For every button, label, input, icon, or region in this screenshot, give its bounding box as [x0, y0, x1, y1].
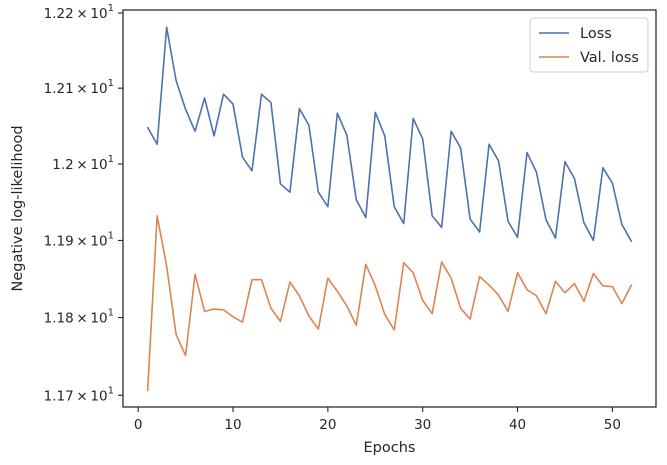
series-line-loss	[146, 26, 633, 243]
x-tick-label: 30	[414, 417, 431, 433]
x-tick-label: 50	[604, 417, 621, 433]
legend-label-loss: Loss	[580, 26, 612, 42]
y-tick-label: 1.22 × 101	[44, 3, 114, 22]
series-line-val-loss	[146, 215, 633, 392]
plot-frame	[122, 9, 657, 408]
x-tick-label: 20	[319, 417, 336, 433]
y-tick-label: 1.21 × 101	[44, 78, 114, 97]
y-axis-label: Negative log-likelihood	[10, 125, 26, 291]
y-tick-label: 1.18 × 101	[44, 308, 114, 327]
y-tick-label: 1.17 × 101	[44, 385, 114, 404]
x-tick-label: 0	[134, 417, 143, 433]
x-tick-label: 10	[224, 417, 241, 433]
x-tick-label: 40	[509, 417, 526, 433]
legend-box	[529, 17, 649, 73]
y-tick-label: 1.19 × 101	[44, 230, 114, 249]
y-tick-label: 1.2 × 101	[52, 154, 114, 173]
legend-label-val-loss: Val. loss	[580, 50, 639, 66]
x-axis-label: Epochs	[364, 440, 416, 456]
legend: Loss Val. loss	[529, 17, 649, 73]
plot-area	[123, 10, 656, 407]
